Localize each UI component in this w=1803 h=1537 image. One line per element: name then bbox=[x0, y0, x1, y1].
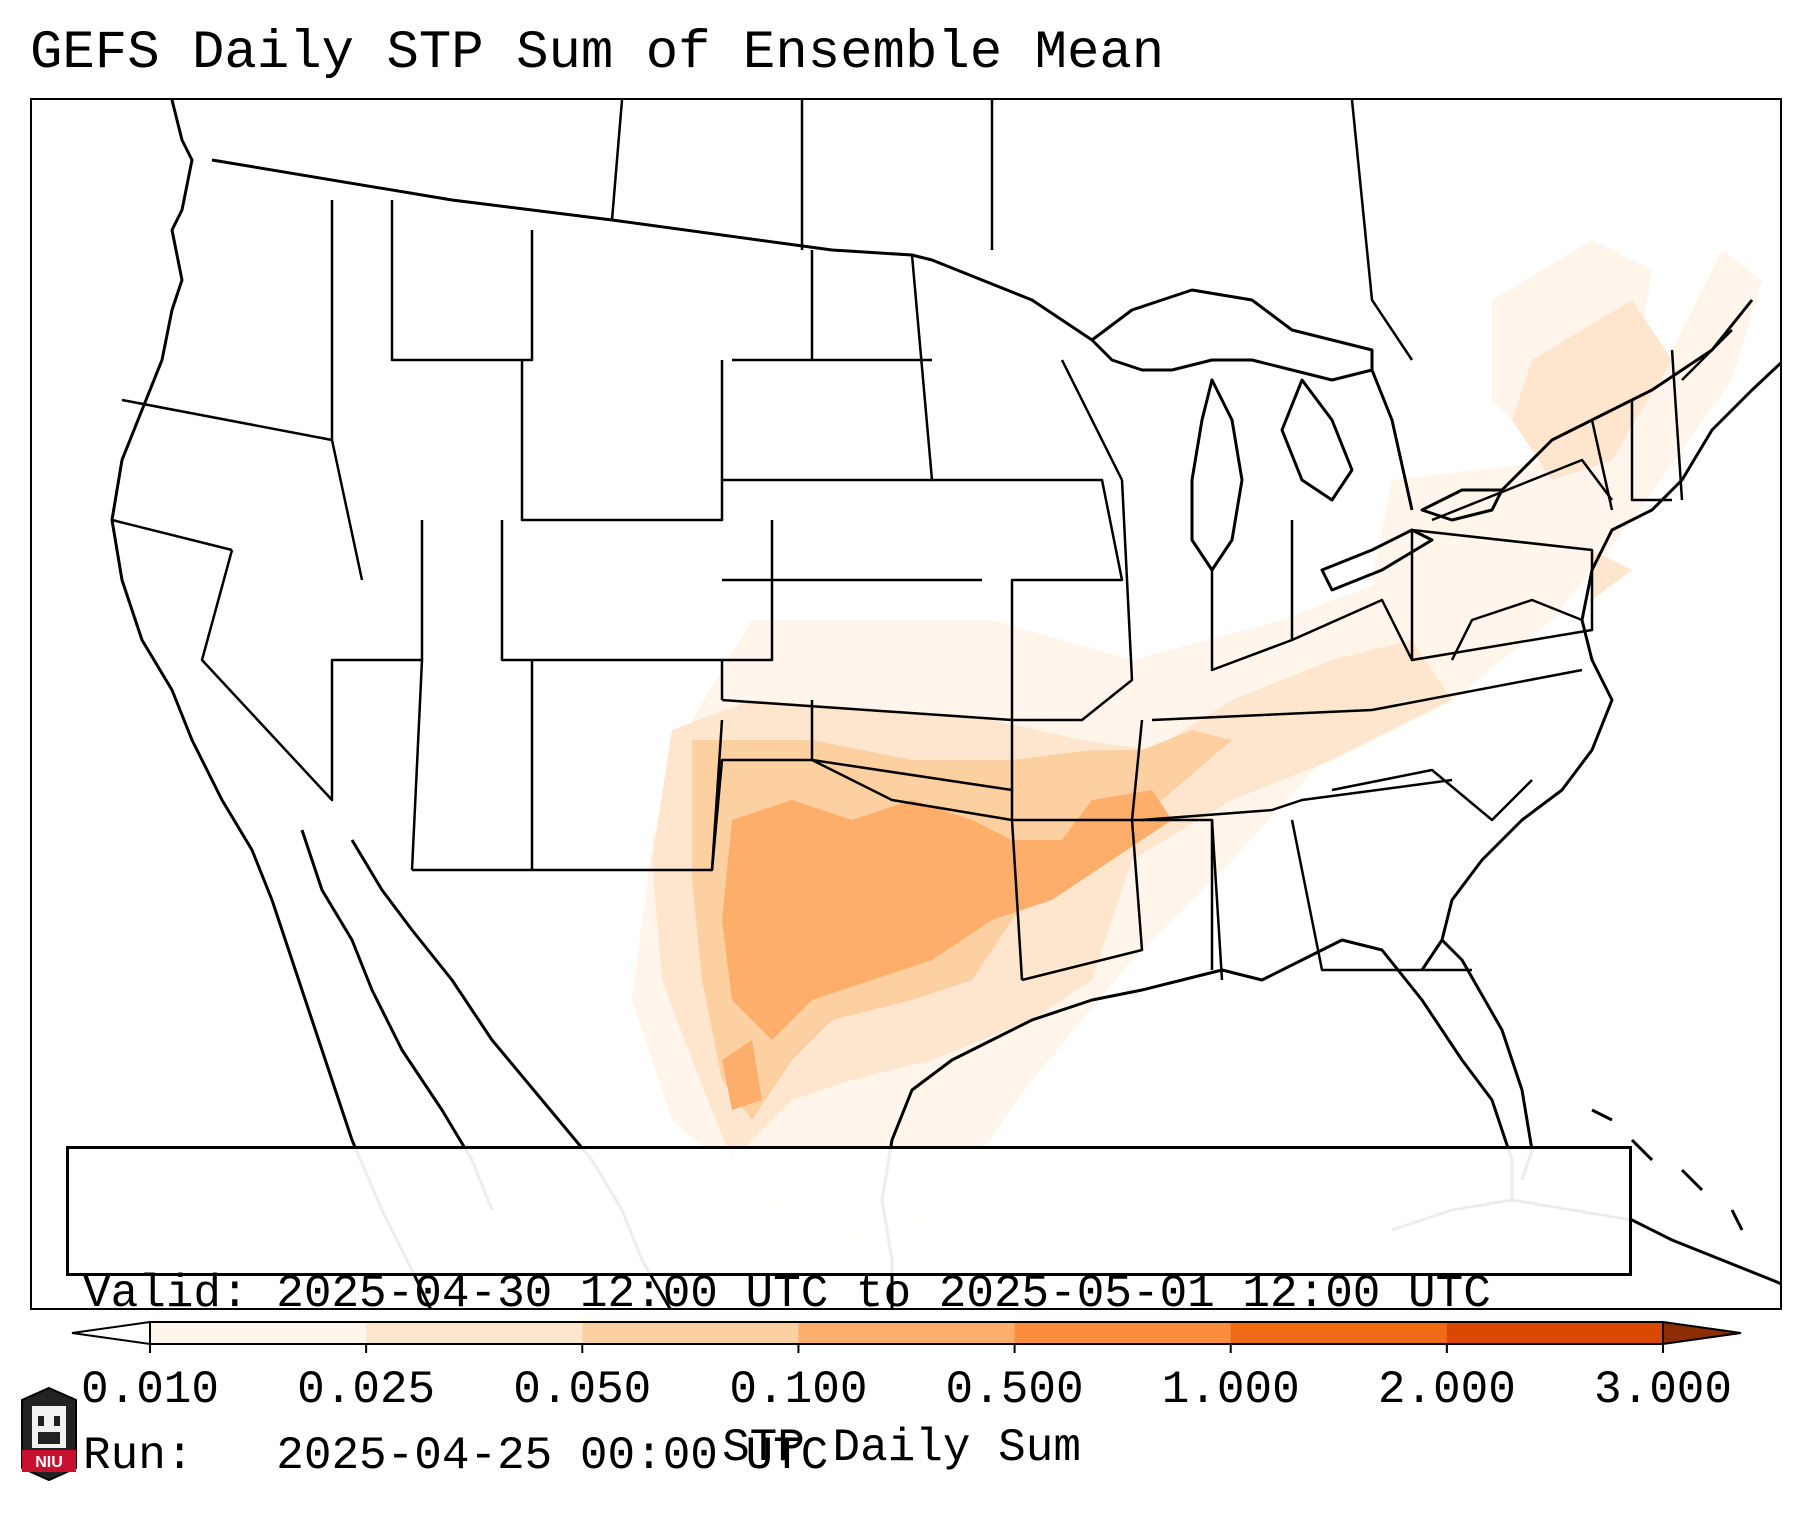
colorbar-segment bbox=[1230, 1322, 1448, 1344]
colorbar-segment bbox=[366, 1322, 583, 1344]
new-england bbox=[1590, 329, 1733, 511]
state-borders bbox=[111, 200, 1733, 982]
colorbar-outline bbox=[149, 1321, 1664, 1345]
pa-ny bbox=[1410, 458, 1613, 662]
colorbar-segment bbox=[1446, 1322, 1664, 1344]
nd-sd-ne bbox=[722, 250, 982, 582]
colorbar-tick-label: 0.025 bbox=[297, 1364, 435, 1416]
wy-co bbox=[500, 360, 774, 662]
lake-ontario bbox=[1420, 488, 1504, 522]
logo-text: NIU bbox=[35, 1454, 63, 1471]
colorbar-tick-label: 2.000 bbox=[1378, 1364, 1516, 1416]
colorbar-over-triangle bbox=[1662, 1320, 1742, 1346]
lake-huron bbox=[1280, 378, 1354, 502]
colorbar: 0.010 0.025 0.050 0.100 0.500 1.000 2.000 3.000 bbox=[71, 1320, 1742, 1416]
nv-ut-az bbox=[200, 520, 424, 871]
colorbar-segment bbox=[798, 1322, 1016, 1344]
colorbar-under-triangle bbox=[71, 1320, 151, 1346]
run-time-text: Run: 2025-04-25 00:00 UTC bbox=[83, 1430, 829, 1482]
colorbar-tick-label: 3.000 bbox=[1594, 1364, 1732, 1416]
lake-superior bbox=[1090, 288, 1374, 382]
id-border bbox=[330, 200, 364, 581]
colorbar-segment bbox=[582, 1322, 799, 1344]
stp-map bbox=[110, 100, 1780, 1308]
colorbar-tick-label: 0.010 bbox=[81, 1364, 219, 1416]
wa-or-border bbox=[121, 398, 333, 442]
niu-logo: NIU bbox=[21, 1386, 77, 1482]
atlantic-coastline bbox=[1440, 361, 1780, 941]
colorbar-tick-label: 0.500 bbox=[946, 1364, 1084, 1416]
tx-border bbox=[710, 758, 1024, 981]
valid-time-text: Valid: 2025-04-30 12:00 UTC to 2025-05-0… bbox=[83, 1268, 1491, 1320]
colorbar-segment bbox=[1014, 1322, 1232, 1344]
lake-erie bbox=[1320, 528, 1434, 592]
pacific-coastline bbox=[110, 100, 432, 1308]
colorbar-segment bbox=[150, 1322, 367, 1344]
lake-michigan bbox=[1190, 378, 1244, 572]
canada-borders bbox=[610, 100, 1414, 361]
stp-shading-level-4 bbox=[722, 790, 1172, 1110]
colorbar-tick-label: 1.000 bbox=[1162, 1364, 1300, 1416]
florida-coastline bbox=[1420, 938, 1534, 1181]
mn-ia-mo bbox=[910, 254, 1124, 720]
bahamas bbox=[1591, 1108, 1744, 1231]
stp-shading bbox=[632, 240, 1762, 1240]
map-title: GEFS Daily STP Sum of Ensemble Mean bbox=[30, 23, 1165, 84]
wi-il bbox=[1012, 359, 1134, 722]
mt-border bbox=[390, 200, 534, 362]
tn-al-ga bbox=[1141, 778, 1472, 981]
nc-sc-va bbox=[1331, 598, 1583, 822]
colorbar-tick-label: 0.050 bbox=[513, 1364, 651, 1416]
map-frame bbox=[30, 98, 1782, 1310]
valid-run-info-box: Valid: 2025-04-30 12:00 UTC to 2025-05-0… bbox=[66, 1146, 1632, 1482]
us-canada-border bbox=[211, 158, 1093, 342]
colorbar-tick-label: 0.100 bbox=[729, 1364, 867, 1416]
or-ca-border bbox=[111, 518, 233, 552]
colorbar-label: STP Daily Sum bbox=[722, 1422, 1081, 1474]
gulf-coastline bbox=[880, 938, 1514, 1308]
in-oh-ky bbox=[1151, 520, 1414, 722]
